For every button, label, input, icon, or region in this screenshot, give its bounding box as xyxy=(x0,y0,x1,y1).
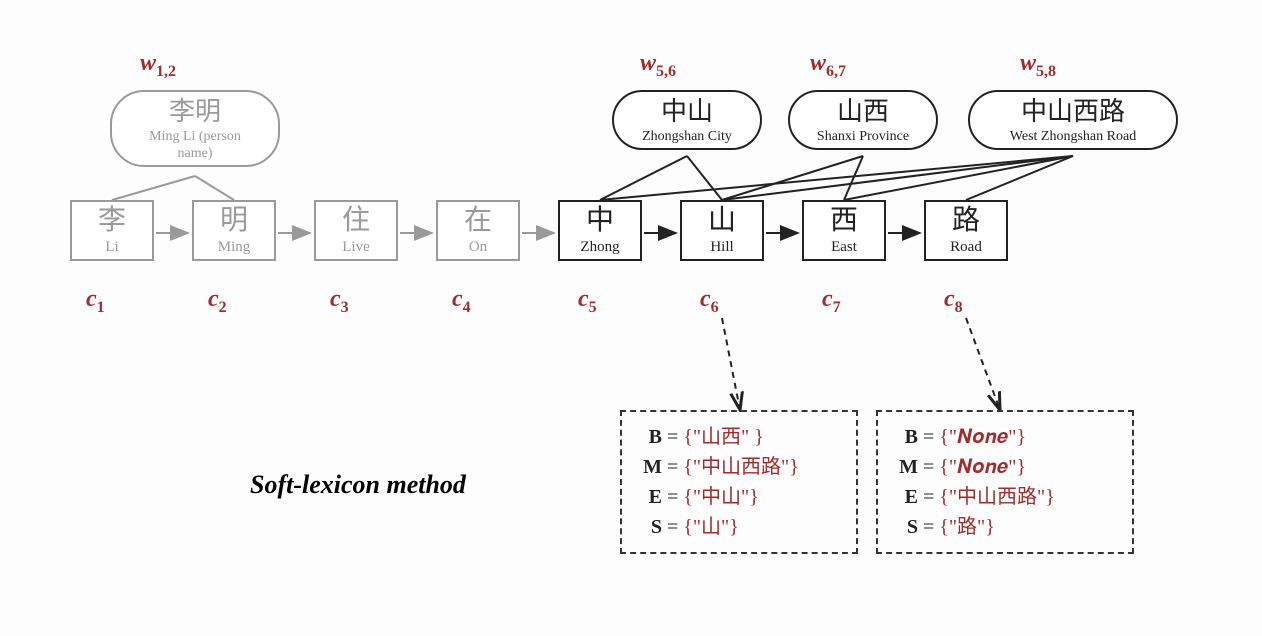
bmes-box-0: B = {"山西" }M = {"中山西路"}E = {"中山"}S = {"山… xyxy=(620,410,858,554)
char-box-7: 路Road xyxy=(924,200,1008,261)
word-bubble-3: 中山西路West Zhongshan Road xyxy=(968,90,1178,150)
char-box-2: 住Live xyxy=(314,200,398,261)
bmes-row: S = {"路"} xyxy=(890,512,1120,542)
bmes-row: E = {"中山"} xyxy=(634,482,844,512)
bmes-row: E = {"中山西路"} xyxy=(890,482,1120,512)
word-bubble-1: 中山Zhongshan City xyxy=(612,90,762,150)
w-label-w58: w5,8 xyxy=(1020,50,1056,81)
char-box-4: 中Zhong xyxy=(558,200,642,261)
bmes-row: S = {"山"} xyxy=(634,512,844,542)
word-bubble-2: 山西Shanxi Province xyxy=(788,90,938,150)
char-box-0: 李Li xyxy=(70,200,154,261)
c-label-8: c8 xyxy=(944,286,963,317)
char-box-3: 在On xyxy=(436,200,520,261)
c-label-6: c6 xyxy=(700,286,719,317)
c-label-3: c3 xyxy=(330,286,349,317)
c-label-2: c2 xyxy=(208,286,227,317)
bmes-row: B = {"𝑵𝒐𝒏𝒆"} xyxy=(890,422,1120,452)
c-label-5: c5 xyxy=(578,286,597,317)
w-label-w56: w5,6 xyxy=(640,50,676,81)
c-label-7: c7 xyxy=(822,286,841,317)
char-box-6: 西East xyxy=(802,200,886,261)
bmes-row: M = {"中山西路"} xyxy=(634,452,844,482)
char-box-1: 明Ming xyxy=(192,200,276,261)
method-title: Soft-lexicon method xyxy=(250,470,466,500)
bmes-box-1: B = {"𝑵𝒐𝒏𝒆"}M = {"𝑵𝒐𝒏𝒆"}E = {"中山西路"}S = … xyxy=(876,410,1134,554)
bmes-row: B = {"山西" } xyxy=(634,422,844,452)
char-box-5: 山Hill xyxy=(680,200,764,261)
w-label-w67: w6,7 xyxy=(810,50,846,81)
c-label-4: c4 xyxy=(452,286,471,317)
c-label-1: c1 xyxy=(86,286,105,317)
word-bubble-0: 李明Ming Li (personname) xyxy=(110,90,280,167)
w-label-w12: w1,2 xyxy=(140,50,176,81)
bmes-row: M = {"𝑵𝒐𝒏𝒆"} xyxy=(890,452,1120,482)
